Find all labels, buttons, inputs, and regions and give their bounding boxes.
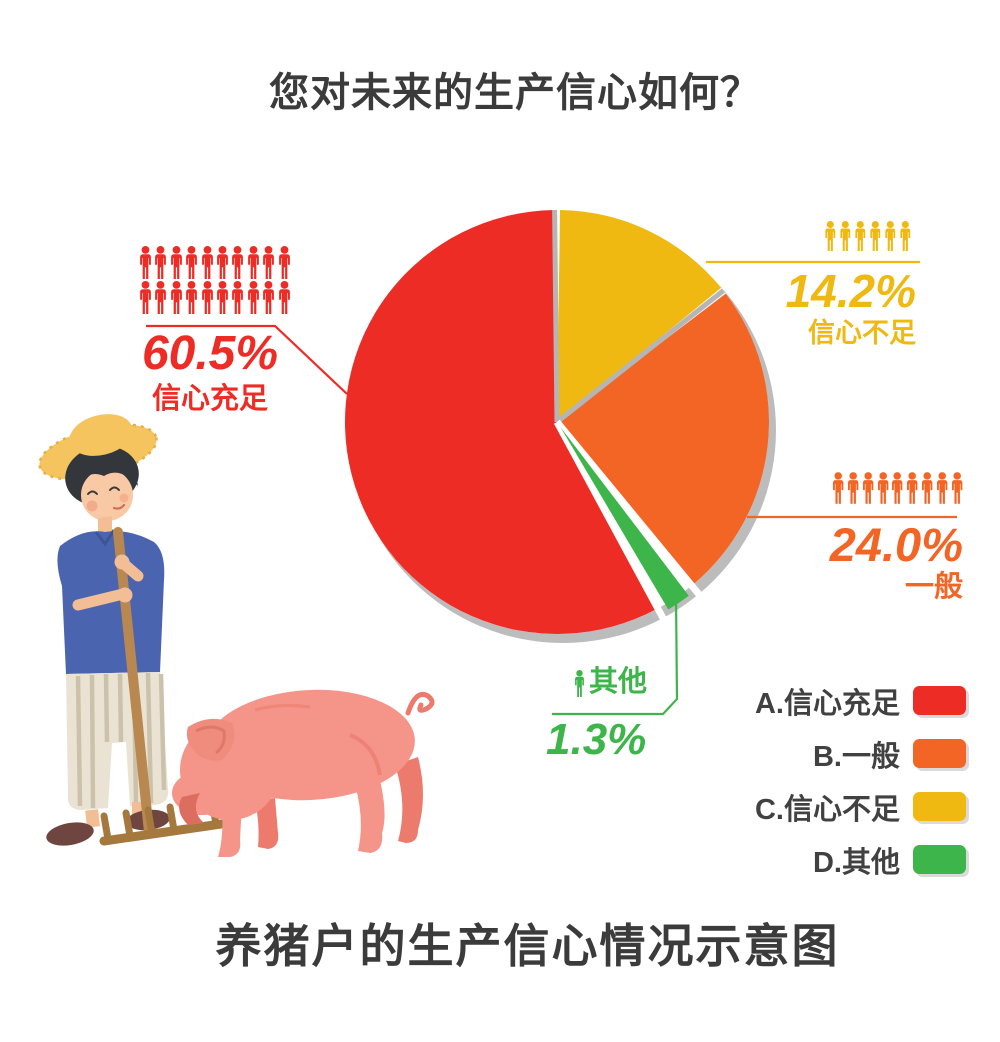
legend-row: A.信心充足 — [740, 686, 966, 720]
legend-row: D.其他 — [740, 845, 966, 879]
person-icon — [215, 281, 230, 314]
farmer-illustration — [38, 414, 226, 846]
label-average: 一般 — [904, 571, 963, 603]
legend-swatch — [913, 686, 966, 715]
people-pictograms-average — [828, 472, 964, 504]
person-icon — [246, 246, 261, 279]
person-icon — [230, 246, 245, 279]
pct-average: 24.0% — [829, 518, 963, 571]
person-icon — [277, 281, 292, 314]
pct-insufficient: 14.2% — [785, 265, 916, 317]
pct-other: 1.3% — [546, 715, 647, 764]
legend-swatch — [913, 845, 966, 874]
person-icon — [838, 221, 853, 251]
leader-line-full-confidence — [146, 324, 348, 395]
pct-full-confidence: 60.5% — [141, 327, 279, 380]
legend-swatch — [913, 739, 966, 768]
person-icon — [200, 281, 215, 314]
person-icon — [261, 246, 276, 279]
person-icon — [169, 281, 184, 314]
person-icon — [920, 472, 934, 504]
label-other-group: 其他 — [573, 668, 647, 697]
person-icon — [876, 472, 890, 504]
person-icon — [230, 281, 245, 314]
person-icon — [890, 472, 904, 504]
pie-slices — [344, 209, 776, 643]
pig-illustration — [172, 689, 435, 857]
person-icon — [153, 281, 168, 314]
person-icon — [138, 281, 153, 314]
person-icon — [861, 472, 875, 504]
person-icon — [169, 246, 184, 279]
person-icon — [573, 670, 586, 697]
person-icon — [898, 221, 913, 251]
person-icon — [823, 221, 838, 251]
person-icon — [846, 472, 860, 504]
person-icon — [184, 281, 199, 314]
person-icon — [138, 246, 153, 279]
person-icon — [868, 221, 883, 251]
chart-caption-title: 养猪户的生产信心情况示意图 — [215, 920, 840, 972]
legend-label: C.信心不足 — [754, 793, 900, 826]
person-icon — [831, 472, 845, 504]
person-icon — [200, 246, 215, 279]
person-icon — [950, 472, 964, 504]
person-icon — [153, 246, 168, 279]
person-icon — [277, 246, 292, 279]
chart-question-title: 您对未来的生产信心如何？ — [269, 71, 761, 115]
legend-label: B.一般 — [812, 740, 900, 773]
label-full-confidence: 信心充足 — [151, 383, 268, 415]
person-icon — [883, 221, 898, 251]
legend-row: C.信心不足 — [740, 792, 966, 826]
leader-line-other — [552, 596, 679, 716]
label-insufficient: 信心不足 — [808, 318, 916, 348]
legend-label: D.其他 — [812, 846, 900, 879]
people-pictograms-insufficient — [819, 221, 913, 251]
person-icon — [905, 472, 919, 504]
legend-label: A.信心充足 — [754, 687, 900, 720]
people-pictograms-full-confidence — [138, 246, 294, 314]
person-icon — [935, 472, 949, 504]
legend: A.信心充足 B.一般 C.信心不足 D.其他 — [740, 686, 966, 898]
label-other: 其他 — [589, 666, 648, 698]
person-icon — [184, 246, 199, 279]
person-icon — [261, 281, 276, 314]
legend-swatch — [913, 792, 966, 821]
person-icon — [215, 246, 230, 279]
legend-row: B.一般 — [740, 739, 966, 773]
person-icon — [853, 221, 868, 251]
person-icon — [246, 281, 261, 314]
